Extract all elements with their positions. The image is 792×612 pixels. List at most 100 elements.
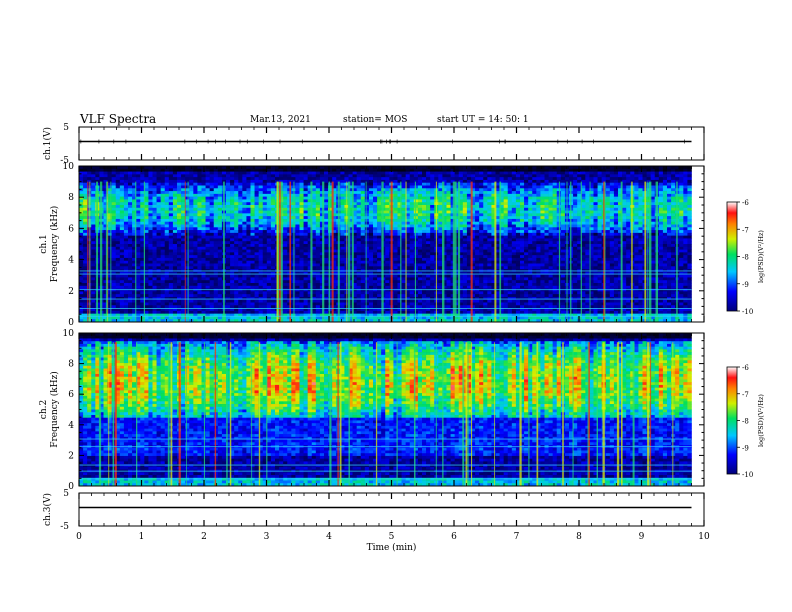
ch1-spectrogram-cell <box>185 207 190 211</box>
ch1-spectrogram-cell <box>385 249 390 253</box>
ch1-spectrogram-cell <box>185 218 190 223</box>
ch1-spectrogram-cell <box>128 230 133 234</box>
ch1-spectrogram-cell <box>246 207 251 211</box>
ch1-spectrogram-cell <box>307 171 313 175</box>
ch1-spectrogram-cell <box>152 255 157 259</box>
ch1-spectrogram-cell <box>283 199 288 203</box>
ch1-spectrogram-cell <box>181 230 186 234</box>
ch1-spectrogram-cell <box>136 260 141 264</box>
ch1-spectrogram-cell <box>434 171 439 175</box>
ch1-spectrogram-cell <box>238 230 243 234</box>
ch1-spectrogram-cell <box>332 238 337 242</box>
ch1-spectrogram-cell <box>438 260 443 264</box>
ch1-spectrogram-cell <box>385 218 390 223</box>
ch1-spectrogram-cell <box>270 241 276 245</box>
ch1-spectrogram-cell <box>152 202 157 206</box>
ch1-spectrogram-cell <box>413 249 419 253</box>
ch1-spectrogram-cell <box>201 218 206 223</box>
ch1-spectrogram-cell <box>254 291 259 295</box>
ch1-spectrogram-cell <box>201 266 206 270</box>
ch1-spectrogram-cell <box>311 288 317 292</box>
ch1-spectrogram-cell <box>405 249 411 253</box>
ch1-spectrogram-cell <box>262 263 268 267</box>
ch1-spectrogram-cell <box>115 171 121 175</box>
ch1-spectrogram-cell <box>340 238 345 242</box>
ch1-spectrogram-cell <box>181 185 186 189</box>
ch1-spectrogram-cell <box>319 174 325 178</box>
ch1-spectrogram-cell <box>426 241 431 245</box>
ch1-spectrogram-cell <box>283 285 288 289</box>
ch1-spectrogram-cell <box>242 280 247 284</box>
ch1-spectrogram-cell <box>205 216 210 220</box>
ch1-spectrogram-cell <box>254 168 259 172</box>
ch1-spectrogram-cell <box>209 230 215 234</box>
ch1-spectrogram-cell <box>283 168 288 172</box>
ch1-spectrogram-cell <box>295 185 300 189</box>
ch1-spectrogram-cell <box>295 166 300 170</box>
ch1-spectrogram-cell <box>315 302 321 306</box>
ch1-spectrogram-cell <box>377 277 382 281</box>
ch1-spectrogram-cell <box>377 305 382 309</box>
ch1-spectrogram-cell <box>254 294 259 298</box>
ch1-spectrogram-cell <box>230 210 235 214</box>
ch1-spectrogram-cell <box>426 168 431 172</box>
ch1-spectrogram-cell <box>324 174 329 178</box>
ch1-spectrogram-cell <box>87 227 92 231</box>
ch1-spectrogram-cell <box>405 316 411 320</box>
ch1-spectrogram-cell <box>254 177 259 181</box>
ch1-spectrogram-cell <box>258 210 264 214</box>
ch1-spectrogram-cell <box>193 257 198 262</box>
ch1-spectrogram-cell <box>397 257 402 262</box>
ch1-spectrogram-cell <box>328 168 333 172</box>
ch1-spectrogram-cell <box>201 271 206 275</box>
ch1-spectrogram-cell <box>258 193 264 197</box>
ch1-spectrogram-cell <box>242 310 247 314</box>
ch1-spectrogram-cell <box>332 207 337 211</box>
ch1-spectrogram-cell <box>393 182 398 186</box>
ch1-spectrogram-cell <box>283 316 288 320</box>
ch1-spectrogram-cell <box>119 205 125 209</box>
ch1-spectrogram-cell <box>295 213 300 217</box>
ch1-spectrogram-cell <box>193 185 198 189</box>
ch1-spectrogram-cell <box>340 283 345 287</box>
ch1-spectrogram-cell <box>91 188 96 192</box>
ch1-spectrogram-cell <box>303 188 308 192</box>
ch1-spectrogram-cell <box>226 291 231 295</box>
ch1-spectrogram-cell <box>295 177 300 181</box>
ch1-spectrogram-cell <box>438 230 443 234</box>
ch1-spectrogram-cell <box>103 210 108 214</box>
ch1-spectrogram-cell <box>185 166 190 170</box>
ch1-spectrogram-cell <box>193 207 198 211</box>
ch1-spectrogram-cell <box>83 166 88 170</box>
ch1-spectrogram-cell <box>230 260 235 264</box>
ch1-spectrogram-cell <box>140 271 145 275</box>
ch1-spectrogram-cell <box>348 227 353 231</box>
ch1-spectrogram-cell <box>393 280 398 284</box>
ch1-spectrogram-cell <box>413 305 419 309</box>
ch1-spectrogram-cell <box>136 319 141 323</box>
ch1-spectrogram-cell <box>148 260 153 264</box>
ch1-spectrogram-cell <box>373 310 378 314</box>
ch1-spectrogram-cell <box>250 241 255 245</box>
ch1-spectrogram-cell <box>258 294 264 298</box>
ch1-spectrogram-cell <box>181 252 186 256</box>
ch1-spectrogram-cell <box>136 191 141 195</box>
ch1-spectrogram-cell <box>426 216 431 220</box>
ch1-spectrogram-cell <box>311 257 317 262</box>
ch1-spectrogram-cell <box>177 249 182 253</box>
ch1-spectrogram-cell <box>438 313 443 317</box>
ch1-spectrogram-cell <box>238 174 243 178</box>
ch1-spectrogram-cell <box>303 302 308 306</box>
ch1-spectrogram-cell <box>213 308 219 312</box>
ch1-spectrogram-cell <box>385 296 390 301</box>
ch1-spectrogram-cell <box>148 252 153 256</box>
ch1-spectrogram-cell <box>91 205 96 209</box>
ch1-spectrogram-cell <box>270 213 276 217</box>
ch1-spectrogram-cell <box>393 246 398 250</box>
ch1-spectrogram-cell <box>234 188 239 192</box>
ch1-spectrogram-cell <box>417 260 423 264</box>
ch1-spectrogram-cell <box>242 274 247 278</box>
ch1-spectrogram-cell <box>262 199 268 203</box>
ch1-spectrogram-cell <box>413 283 419 287</box>
ch1-spectrogram-cell <box>103 288 108 292</box>
